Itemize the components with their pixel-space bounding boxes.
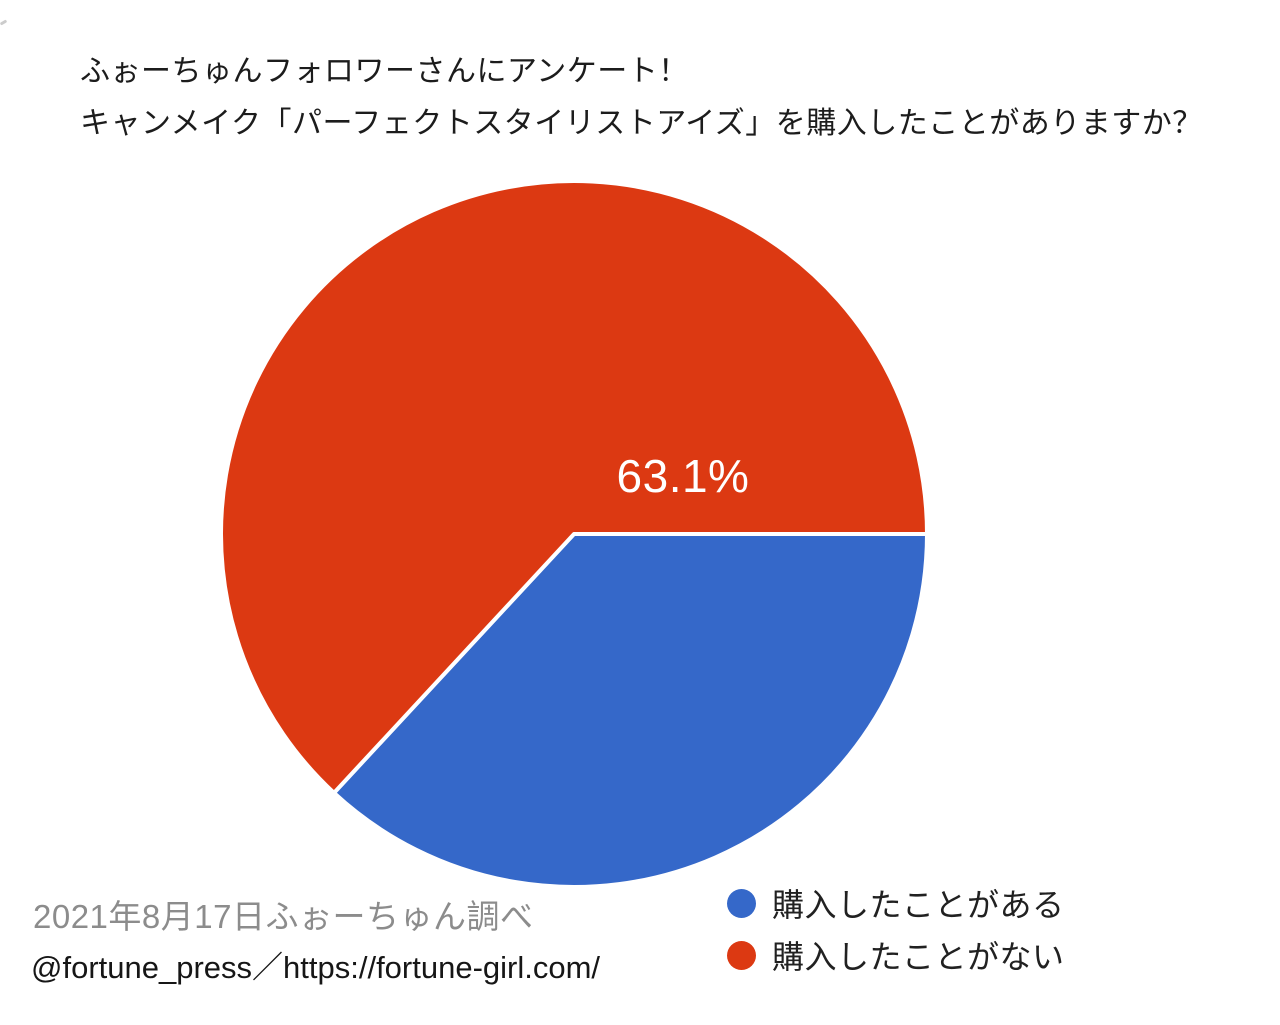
crop-artifact-mark — [0, 19, 8, 26]
survey-date-text: 2021年8月17日ふぉーちゅん調べ — [33, 898, 534, 935]
pie-slice-has-purchased — [331, 532, 929, 889]
credit-text: @fortune_press／https://fortune-girl.com/ — [31, 950, 601, 985]
legend-item-label: 購入したことがない — [772, 939, 1065, 975]
pie-slice-label-has-purchased: 36.9% — [820, 918, 954, 970]
page-title-line1: ふぉーちゅんフォロワーさんにアンケート！ — [80, 55, 689, 88]
legend-item-has-purchased: 購入したことがある — [727, 877, 1065, 929]
pie-chart: 63.1% 36.9% — [214, 174, 953, 970]
pie-slice-label-never-purchased: 63.1% — [616, 450, 750, 502]
page-title-line2: キャンメイク「パーフェクトスタイリストアイズ」を購入したことがありますか？ — [80, 107, 1203, 140]
legend-dot-blue-icon — [727, 888, 756, 918]
legend-item-never-purchased: 購入したことがない — [727, 929, 1065, 981]
chart-legend: 購入したことがある 購入したことがない — [727, 877, 1065, 981]
legend-dot-red-icon — [727, 940, 756, 970]
legend-item-label: 購入したことがある — [772, 887, 1065, 923]
pie-chart-svg — [219, 179, 929, 889]
pie-slice-never-purchased — [219, 179, 929, 795]
page-title: ふぉーちゅんフォロワーさんにアンケート！ キャンメイク「パーフェクトスタイリスト… — [80, 46, 1203, 150]
